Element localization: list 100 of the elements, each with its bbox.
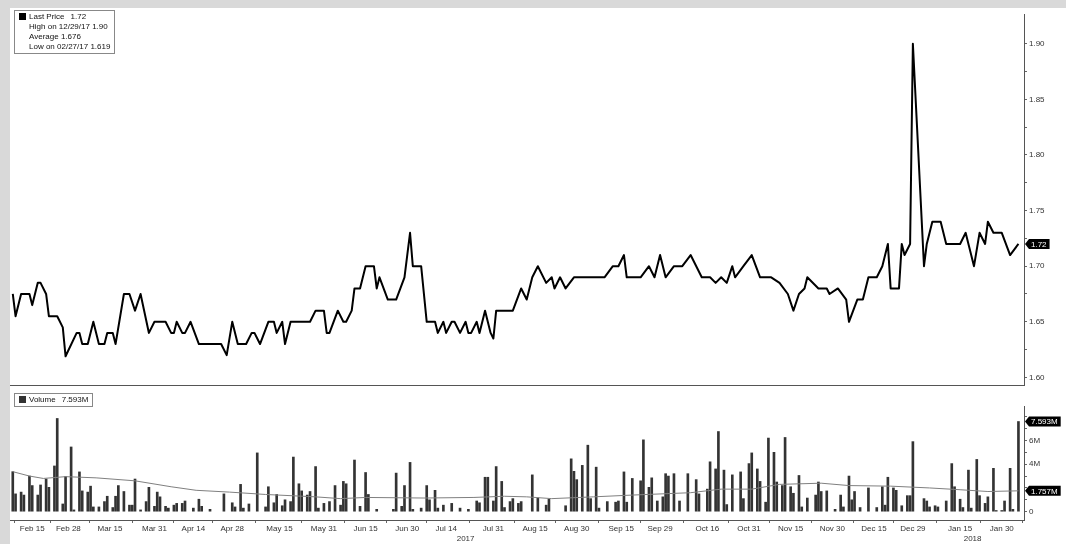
bar xyxy=(89,485,92,512)
annotation: 7.593M xyxy=(1031,417,1059,427)
bar xyxy=(880,486,884,512)
bar xyxy=(875,507,879,512)
x-tick-label: Aug 15 xyxy=(522,524,549,533)
x-tick-label: Sep 15 xyxy=(608,524,635,533)
legend-label: Volume xyxy=(29,395,56,404)
bar xyxy=(655,500,659,512)
x-tick-label: Nov 30 xyxy=(819,524,846,533)
bar xyxy=(450,503,454,512)
text: 2017 xyxy=(456,534,476,544)
x-tick-label: Nov 15 xyxy=(777,524,804,533)
bar xyxy=(255,452,259,512)
bar xyxy=(678,500,681,512)
x-tick-label: Jan 30 xyxy=(989,524,1015,533)
bar xyxy=(442,504,445,512)
bar xyxy=(839,494,842,512)
bar xyxy=(64,476,67,512)
bar xyxy=(992,468,995,512)
bar xyxy=(230,502,234,512)
x-tick-label: Mar 31 xyxy=(142,524,168,533)
bar xyxy=(192,507,195,512)
bar xyxy=(267,486,270,512)
bar xyxy=(605,501,609,512)
y-tick-label: 1.90 xyxy=(1029,38,1046,48)
x-tick-label: Apr 28 xyxy=(220,524,245,533)
x-tick-label: Jun 15 xyxy=(353,524,379,533)
bar xyxy=(500,481,504,512)
bar xyxy=(55,418,59,512)
bar xyxy=(403,485,406,512)
bar xyxy=(117,485,120,512)
bar xyxy=(789,486,792,512)
bar xyxy=(467,508,470,512)
bar xyxy=(167,507,170,512)
bar xyxy=(530,474,534,512)
bar xyxy=(694,479,698,512)
bar xyxy=(155,491,159,512)
x-tick-label: Oct 31 xyxy=(737,524,762,533)
bar xyxy=(717,431,720,512)
annotation: 1.72 xyxy=(1031,239,1048,249)
y-tick-label: 1.75 xyxy=(1029,205,1046,215)
x-tick-label: Sep 29 xyxy=(647,524,674,533)
annotation: High on 12/29/17 1.90 xyxy=(28,22,109,32)
text: 7.593M xyxy=(61,395,89,404)
bar xyxy=(1017,421,1020,512)
y-tick-label: 1.85 xyxy=(1029,94,1046,104)
bar xyxy=(944,500,948,512)
bar xyxy=(642,439,645,512)
bar xyxy=(39,484,42,512)
bar xyxy=(867,487,870,512)
x-tick-label: Dec 29 xyxy=(900,524,927,533)
bar xyxy=(569,458,573,512)
bar xyxy=(564,505,567,512)
bar xyxy=(328,501,331,512)
bar xyxy=(314,466,317,512)
bar xyxy=(950,463,954,512)
annotation: 1.72 xyxy=(70,12,87,21)
bar xyxy=(375,508,379,512)
x-tick-label: Jul 14 xyxy=(435,524,458,533)
bar xyxy=(425,485,429,512)
bar xyxy=(353,459,356,512)
bar xyxy=(630,478,634,512)
x-tick-label: Apr 14 xyxy=(181,524,206,533)
bar xyxy=(967,469,970,512)
bar xyxy=(478,502,481,512)
x-tick-label: May 15 xyxy=(266,524,294,533)
bar xyxy=(78,471,81,512)
bar xyxy=(239,484,242,512)
bar xyxy=(894,489,898,512)
y-tick-label: 1.60 xyxy=(1029,372,1046,382)
x-tick-label: Feb 28 xyxy=(55,524,82,533)
bar xyxy=(825,490,829,512)
bar xyxy=(164,506,167,512)
bar xyxy=(858,507,862,512)
bar xyxy=(364,472,367,512)
bar xyxy=(105,495,109,512)
bar xyxy=(730,474,734,512)
text: 2018 xyxy=(963,534,983,544)
annotation: Average 1.676 xyxy=(28,32,82,42)
legend-label: Last Price xyxy=(29,12,65,21)
y-tick-label: 0 xyxy=(1029,506,1034,516)
y-tick-label: 1.70 xyxy=(1029,261,1046,271)
bar xyxy=(853,491,856,512)
bar xyxy=(475,500,479,512)
x-tick-label: Feb 15 xyxy=(19,524,46,533)
annotation: Low on 02/27/17 1.619 xyxy=(28,42,111,52)
bar xyxy=(664,473,667,512)
bar xyxy=(614,501,617,512)
x-tick-label: Jan 15 xyxy=(948,524,973,533)
x-tick-label: Dec 15 xyxy=(861,524,888,533)
bar xyxy=(28,475,31,512)
bar xyxy=(11,471,15,512)
bar xyxy=(594,466,598,512)
bar xyxy=(128,504,131,512)
bar xyxy=(805,497,809,512)
bar xyxy=(900,505,904,512)
annotation: 1.757M xyxy=(1031,486,1059,496)
bar xyxy=(617,500,620,512)
bar xyxy=(739,471,742,512)
x-tick-label: May 31 xyxy=(310,524,338,533)
